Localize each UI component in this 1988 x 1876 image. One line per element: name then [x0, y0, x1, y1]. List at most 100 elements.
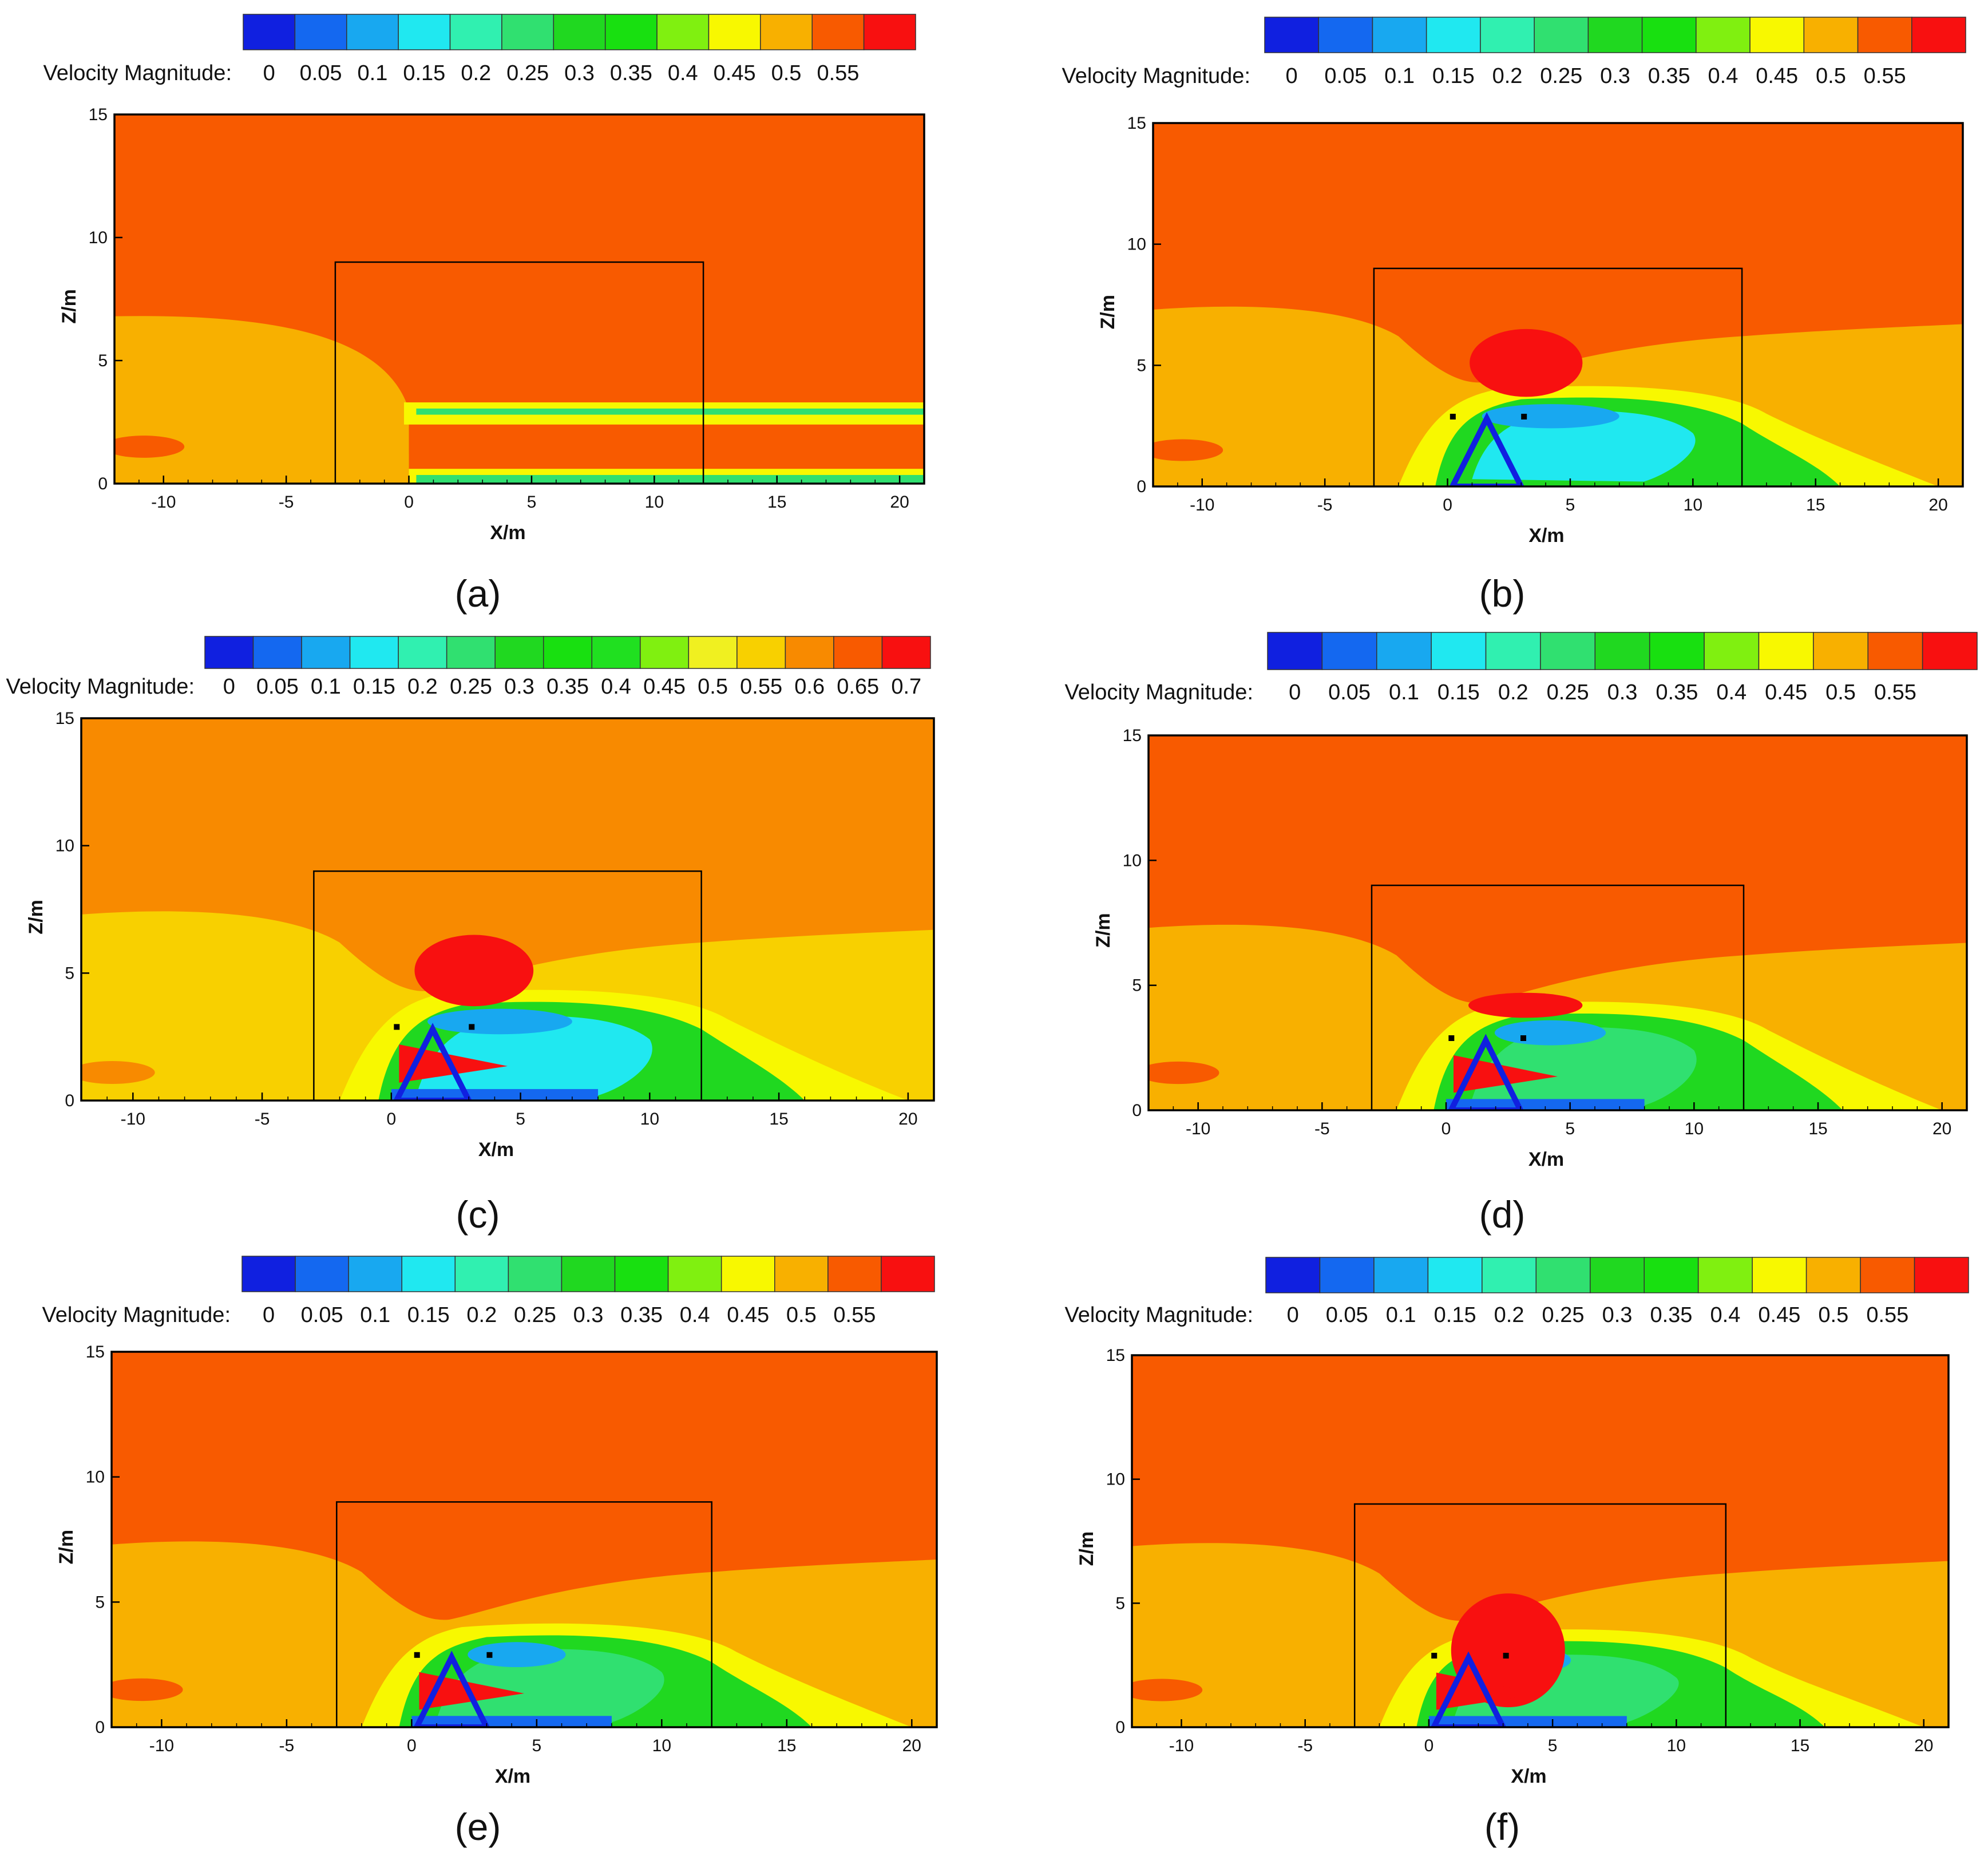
x-tick-label: 15 [1806, 496, 1825, 514]
y-tick-label: 15 [89, 105, 108, 124]
lower-wake-core [416, 474, 924, 484]
colorbar-swatch [1427, 1257, 1483, 1293]
colorbar-swatch [1425, 17, 1481, 53]
x-tick-label: 5 [1566, 496, 1575, 514]
x-tick-label: 10 [1685, 1119, 1704, 1138]
jet-region [399, 1044, 508, 1083]
colorbar-swatch [1482, 1257, 1537, 1293]
panel-label: (d) [1479, 1193, 1526, 1236]
probe-marker [486, 1652, 493, 1658]
x-tick-label: -5 [1297, 1736, 1313, 1755]
colorbar-tick-label: 0.2 [1494, 1303, 1524, 1327]
colorbar-swatch [833, 636, 883, 669]
y-tick-label: 0 [98, 474, 108, 493]
colorbar-tick-label: 0.35 [1656, 680, 1698, 705]
colorbar-swatch [401, 1256, 456, 1292]
x-axis-label: X/m [1528, 525, 1564, 547]
y-tick-label: 5 [98, 351, 108, 370]
colorbar-tick-label: 0.35 [546, 675, 589, 699]
colorbar-swatch [294, 14, 347, 50]
colorbar-swatch [785, 636, 834, 669]
colorbar-swatch [241, 1256, 296, 1292]
colorbar-swatch [349, 636, 399, 669]
colorbar-swatch [1644, 1257, 1699, 1293]
panel-e: Velocity Magnitude: 0 0.05 0.1 0.15 0.2 0.25 0.… [42, 1256, 938, 1848]
colorbar-swatch [881, 1256, 935, 1292]
colorbar-tick-label: 0 [263, 1303, 275, 1327]
x-tick-label: 20 [1932, 1119, 1951, 1138]
plot-frame [110, 1351, 938, 1728]
wake-inner [437, 1649, 664, 1723]
x-tick-label: 20 [902, 1736, 921, 1755]
colorbar-label: Velocity Magnitude: [1064, 680, 1253, 705]
colorbar-tick-label: 0.3 [1602, 1303, 1633, 1327]
x-tick-label: 5 [1565, 1119, 1575, 1138]
colorbar-tick-label: 0.5 [786, 1303, 817, 1327]
y-axis-label: Z/m [58, 289, 80, 323]
x-tick-label: 10 [1667, 1736, 1686, 1755]
colorbar-tick-label: 0.55 [740, 675, 782, 699]
x-tick-label: -10 [1190, 496, 1214, 514]
colorbar-swatch [881, 636, 931, 669]
colorbar-label: Velocity Magnitude: [6, 675, 195, 699]
colorbar-swatch [508, 1256, 563, 1292]
x-tick-label: 0 [386, 1110, 396, 1129]
colorbar-tick-label: 0.35 [1650, 1303, 1692, 1327]
colorbar-swatch [1267, 632, 1323, 670]
colorbar-swatch [348, 1256, 402, 1292]
colorbar-swatch [561, 1256, 616, 1292]
x-tick-label: 20 [898, 1110, 917, 1129]
colorbar-swatch [1911, 17, 1966, 53]
colorbar-swatch [1319, 1257, 1375, 1293]
inlet-patch [81, 1060, 155, 1085]
x-tick-label: 20 [1928, 496, 1947, 514]
colorbar-swatch [446, 636, 496, 669]
colorbar-label: Velocity Magnitude: [1062, 64, 1250, 88]
y-tick-label: 5 [1115, 1594, 1125, 1613]
colorbar-tick-label: 0.65 [837, 675, 879, 699]
x-tick-label: -5 [279, 1736, 295, 1755]
colorbar-tick-label: 0.1 [360, 1303, 390, 1327]
y-tick-label: 15 [56, 709, 74, 728]
colorbar-tick-label: 0.55 [1864, 64, 1906, 88]
colorbar-swatch [501, 14, 555, 50]
colorbar-tick-label: 0.1 [311, 675, 341, 699]
x-tick-label: -10 [151, 493, 176, 512]
colorbar-tick-label: 0 [263, 61, 275, 85]
y-tick-label: 0 [95, 1718, 105, 1737]
colorbar-swatch [1749, 17, 1805, 53]
colorbar-swatch [760, 14, 813, 50]
colorbar-swatch [1914, 1257, 1969, 1293]
colorbar-tick-label: 0.05 [301, 1303, 343, 1327]
colorbar-tick-label: 0.45 [1758, 1303, 1800, 1327]
plot-frame [1131, 1354, 1950, 1728]
y-tick-label: 10 [1123, 851, 1142, 870]
velocity-field [1153, 123, 1963, 486]
colorbar-swatch [720, 1256, 775, 1292]
x-tick-label: 15 [1808, 1119, 1827, 1138]
colorbar-tick-label: 0.15 [353, 675, 395, 699]
wake-inner [417, 1015, 652, 1096]
vortex-core [427, 1008, 572, 1035]
x-tick-label: 15 [1791, 1736, 1809, 1755]
x-tick-label: 15 [777, 1736, 796, 1755]
colorbar-tick-label: 0.35 [620, 1303, 663, 1327]
colorbar-swatch [1641, 17, 1697, 53]
colorbar-swatch [1265, 1257, 1321, 1293]
colorbar-tick-label: 0.15 [1432, 64, 1475, 88]
colorbar-swatch [1540, 632, 1596, 670]
colorbar-swatch [1752, 1257, 1807, 1293]
colorbar-label: Velocity Magnitude: [42, 1303, 231, 1327]
y-tick-label: 10 [86, 1468, 105, 1487]
vortex-core [1482, 404, 1619, 429]
colorbar-swatch [1860, 1257, 1915, 1293]
y-tick-label: 0 [1115, 1718, 1125, 1737]
colorbar-tick-label: 0.5 [1818, 1303, 1848, 1327]
x-axis-label: X/m [490, 522, 525, 544]
colorbar-tick-label: 0.5 [698, 675, 728, 699]
x-tick-label: 15 [767, 493, 786, 512]
x-tick-label: -10 [1186, 1119, 1210, 1138]
colorbar-tick-label: 0.05 [1324, 64, 1367, 88]
colorbar-tick-label: 0.3 [573, 1303, 604, 1327]
colorbar-tick-label: 0.25 [450, 675, 492, 699]
